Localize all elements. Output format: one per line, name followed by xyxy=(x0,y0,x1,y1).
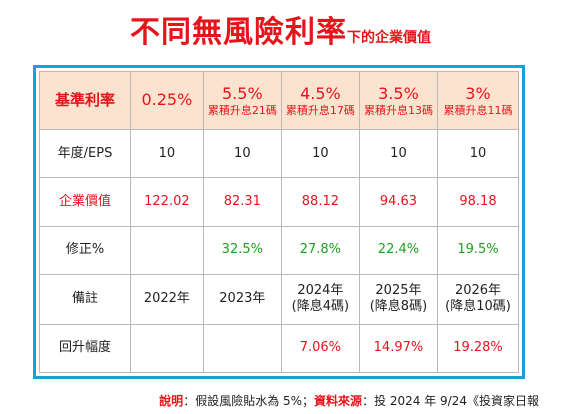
table-cell: 88.12 xyxy=(280,177,360,227)
row-label: 備註 xyxy=(39,273,131,325)
table-cell xyxy=(130,323,204,374)
header-label: 基準利率 xyxy=(39,70,131,131)
row-label: 修正% xyxy=(39,225,131,275)
footnote-label-note: 說明 xyxy=(159,394,184,408)
table-cell: 19.28% xyxy=(436,323,520,374)
table-row: 回升幅度 7.06% 14.97% 19.28% xyxy=(39,323,520,374)
footnote-text-note: ：假設風險貼水為 5%； xyxy=(183,394,315,408)
table-cell: 2025年 (降息8碼) xyxy=(358,273,438,325)
table-cell: 10 xyxy=(436,129,520,179)
table-cell: 2026年 (降息10碼) xyxy=(436,273,520,325)
header-col: 5.5% 累積升息21碼 xyxy=(202,70,282,131)
title-main: 不同無風險利率 xyxy=(130,15,347,50)
table-row: 備註 2022年 2023年 2024年 (降息4碼) 2025年 (降息8碼) 2… xyxy=(39,273,520,325)
table-cell xyxy=(130,225,204,275)
table-frame: 基準利率 0.25% 5.5% 累積升息21碼 4.5% 累積升息17碼 3.5% 累… xyxy=(33,65,525,379)
valuation-table: 基準利率 0.25% 5.5% 累積升息21碼 4.5% 累積升息17碼 3.5% 累… xyxy=(39,70,520,374)
header-col: 0.25% xyxy=(130,70,204,131)
table-row: 修正% 32.5% 27.8% 22.4% 19.5% xyxy=(39,225,520,275)
table-cell: 10 xyxy=(130,129,204,179)
table-cell: 2023年 xyxy=(202,273,282,325)
table-cell: 32.5% xyxy=(202,225,282,275)
footnote-label-source: 資料來源 xyxy=(314,394,363,408)
title-sub: 下的企業價值 xyxy=(347,30,431,46)
table-cell: 10 xyxy=(280,129,360,179)
table-row: 企業價值 122.02 82.31 88.12 94.63 98.18 xyxy=(39,177,520,227)
table-cell: 19.5% xyxy=(436,225,520,275)
table-cell: 22.4% xyxy=(358,225,438,275)
table-cell: 94.63 xyxy=(358,177,438,227)
table-cell: 122.02 xyxy=(130,177,204,227)
row-label: 回升幅度 xyxy=(39,323,131,374)
table-cell: 82.31 xyxy=(202,177,282,227)
page-title: 不同無風險利率下的企業價值 xyxy=(0,18,561,48)
table-header-row: 基準利率 0.25% 5.5% 累積升息21碼 4.5% 累積升息17碼 3.5% 累… xyxy=(39,70,520,131)
footnote-text-source: ：投 2024 年 9/24《投資家日報 xyxy=(362,394,539,408)
row-label: 企業價值 xyxy=(39,177,131,227)
table-row: 年度/EPS 10 10 10 10 10 xyxy=(39,129,520,179)
table-cell: 7.06% xyxy=(280,323,360,374)
footnote: 說明：假設風險貼水為 5%；資料來源：投 2024 年 9/24《投資家日報 xyxy=(159,392,539,409)
table-cell: 27.8% xyxy=(280,225,360,275)
table-cell: 10 xyxy=(202,129,282,179)
table-cell xyxy=(202,323,282,374)
header-col: 3.5% 累積升息13碼 xyxy=(358,70,438,131)
table-cell: 98.18 xyxy=(436,177,520,227)
table-cell: 2022年 xyxy=(130,273,204,325)
header-col: 4.5% 累積升息17碼 xyxy=(280,70,360,131)
table-cell: 2024年 (降息4碼) xyxy=(280,273,360,325)
row-label: 年度/EPS xyxy=(39,129,131,179)
table-cell: 14.97% xyxy=(358,323,438,374)
table-cell: 10 xyxy=(358,129,438,179)
header-col: 3% 累積升息11碼 xyxy=(436,70,520,131)
